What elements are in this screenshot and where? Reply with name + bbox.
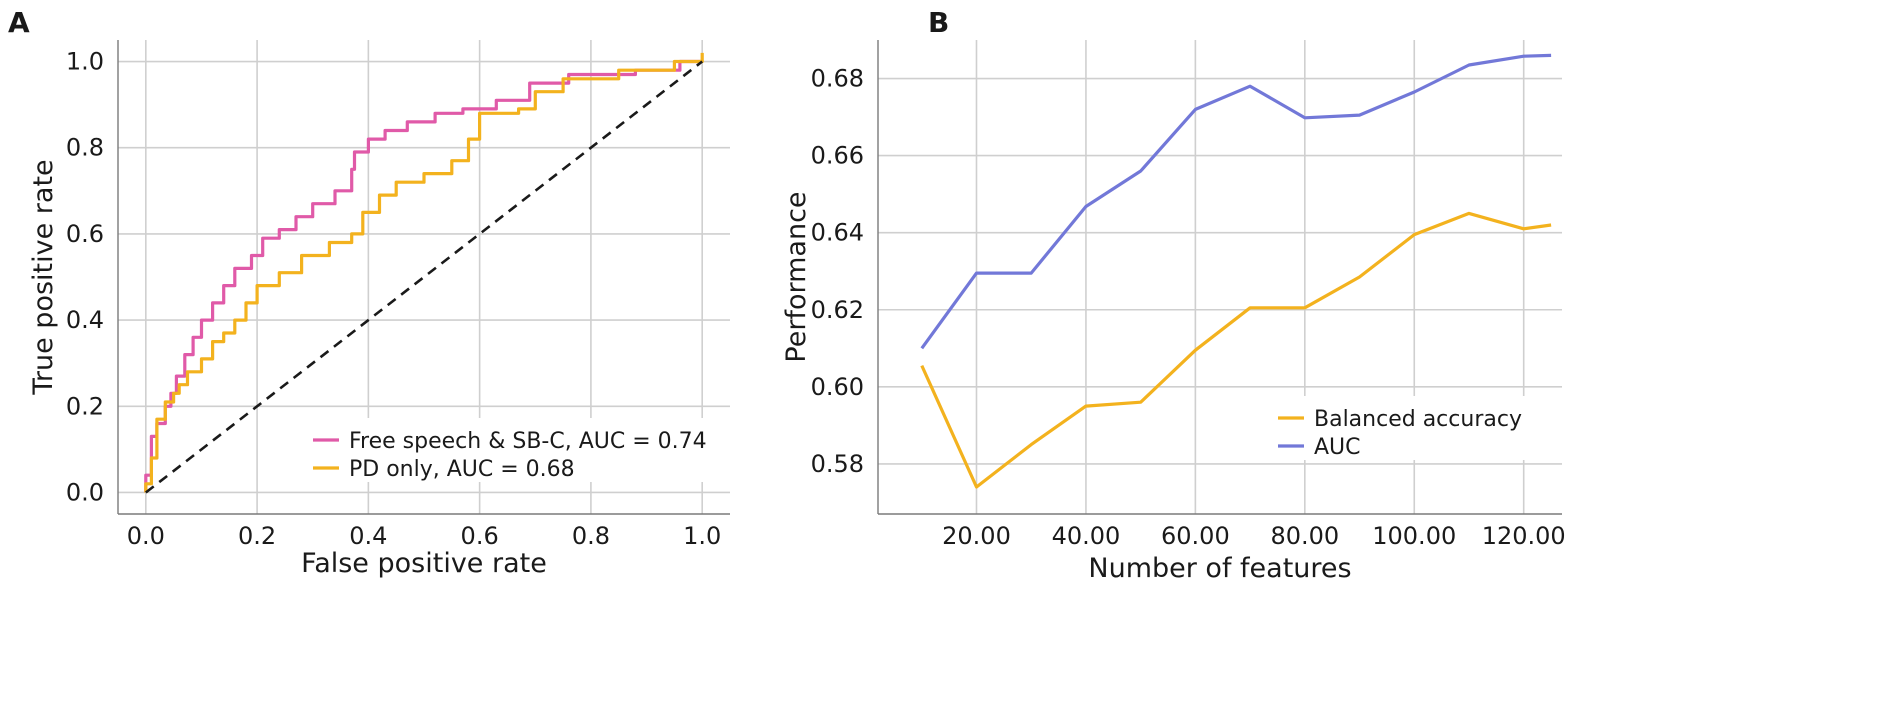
y-tick-label: 1.0 [66, 48, 104, 76]
panel-b-letter: B [928, 6, 949, 39]
legend: Balanced accuracy AUC [1268, 396, 1530, 460]
y-tick-label: 0.8 [66, 134, 104, 162]
y-tick-label: 0.62 [811, 296, 864, 324]
y-tick-label: 0.68 [811, 65, 864, 93]
x-axis-label: Number of features [1088, 553, 1351, 584]
x-tick-label: 0.6 [461, 522, 499, 550]
x-tick-label: 40.00 [1052, 522, 1121, 550]
x-tick-label: 0.8 [572, 522, 610, 550]
legend-label: AUC [1314, 435, 1361, 460]
y-tick-label: 0.2 [66, 392, 104, 420]
feature-performance-chart-panel: 20.00 40.00 60.00 80.00 100.00 120.00 0.58 0.60… [781, 40, 1566, 584]
series-line-pd-only-auc-0-68 [144, 52, 704, 493]
x-tick-label: 1.0 [683, 522, 721, 550]
y-tick-label: 0.6 [66, 220, 104, 248]
x-tick-label: 0.0 [127, 522, 165, 550]
legend-background [303, 418, 723, 482]
x-tick-label: 0.2 [238, 522, 276, 550]
x-tick-label: 100.00 [1372, 522, 1456, 550]
series-line-auc [920, 53, 1552, 350]
x-tick-label: 0.4 [349, 522, 387, 550]
x-tick-label: 20.00 [942, 522, 1011, 550]
series-line-chance [145, 60, 703, 494]
y-tick-label: 0.66 [811, 142, 864, 170]
x-tick-label: 60.00 [1161, 522, 1230, 550]
y-axis-label: Performance [781, 191, 812, 362]
legend-label: Balanced accuracy [1314, 407, 1522, 432]
legend-label: PD only, AUC = 0.68 [349, 457, 575, 482]
roc-chart-panel: 0.0 0.2 0.4 0.6 0.8 1.0 0.0 0.2 0.4 0.6 0.8 1.0 Fals… [28, 40, 730, 579]
y-tick-label: 0.0 [66, 478, 104, 506]
x-tick-label: 120.00 [1482, 522, 1566, 550]
legend-background [1268, 396, 1530, 460]
y-tick-label: 0.60 [811, 373, 864, 401]
y-axis-label: True positive rate [28, 159, 59, 395]
x-axis-label: False positive rate [301, 548, 547, 579]
panel-a-letter: A [8, 6, 30, 39]
legend: Free speech & SB-C, AUC = 0.74 PD only, A… [303, 418, 723, 482]
y-tick-label: 0.64 [811, 219, 864, 247]
x-tick-label: 80.00 [1270, 522, 1339, 550]
y-tick-label: 0.58 [811, 450, 864, 478]
y-tick-label: 0.4 [66, 306, 104, 334]
legend-label: Free speech & SB-C, AUC = 0.74 [349, 429, 707, 454]
series-line-balanced-accuracy [920, 211, 1552, 489]
